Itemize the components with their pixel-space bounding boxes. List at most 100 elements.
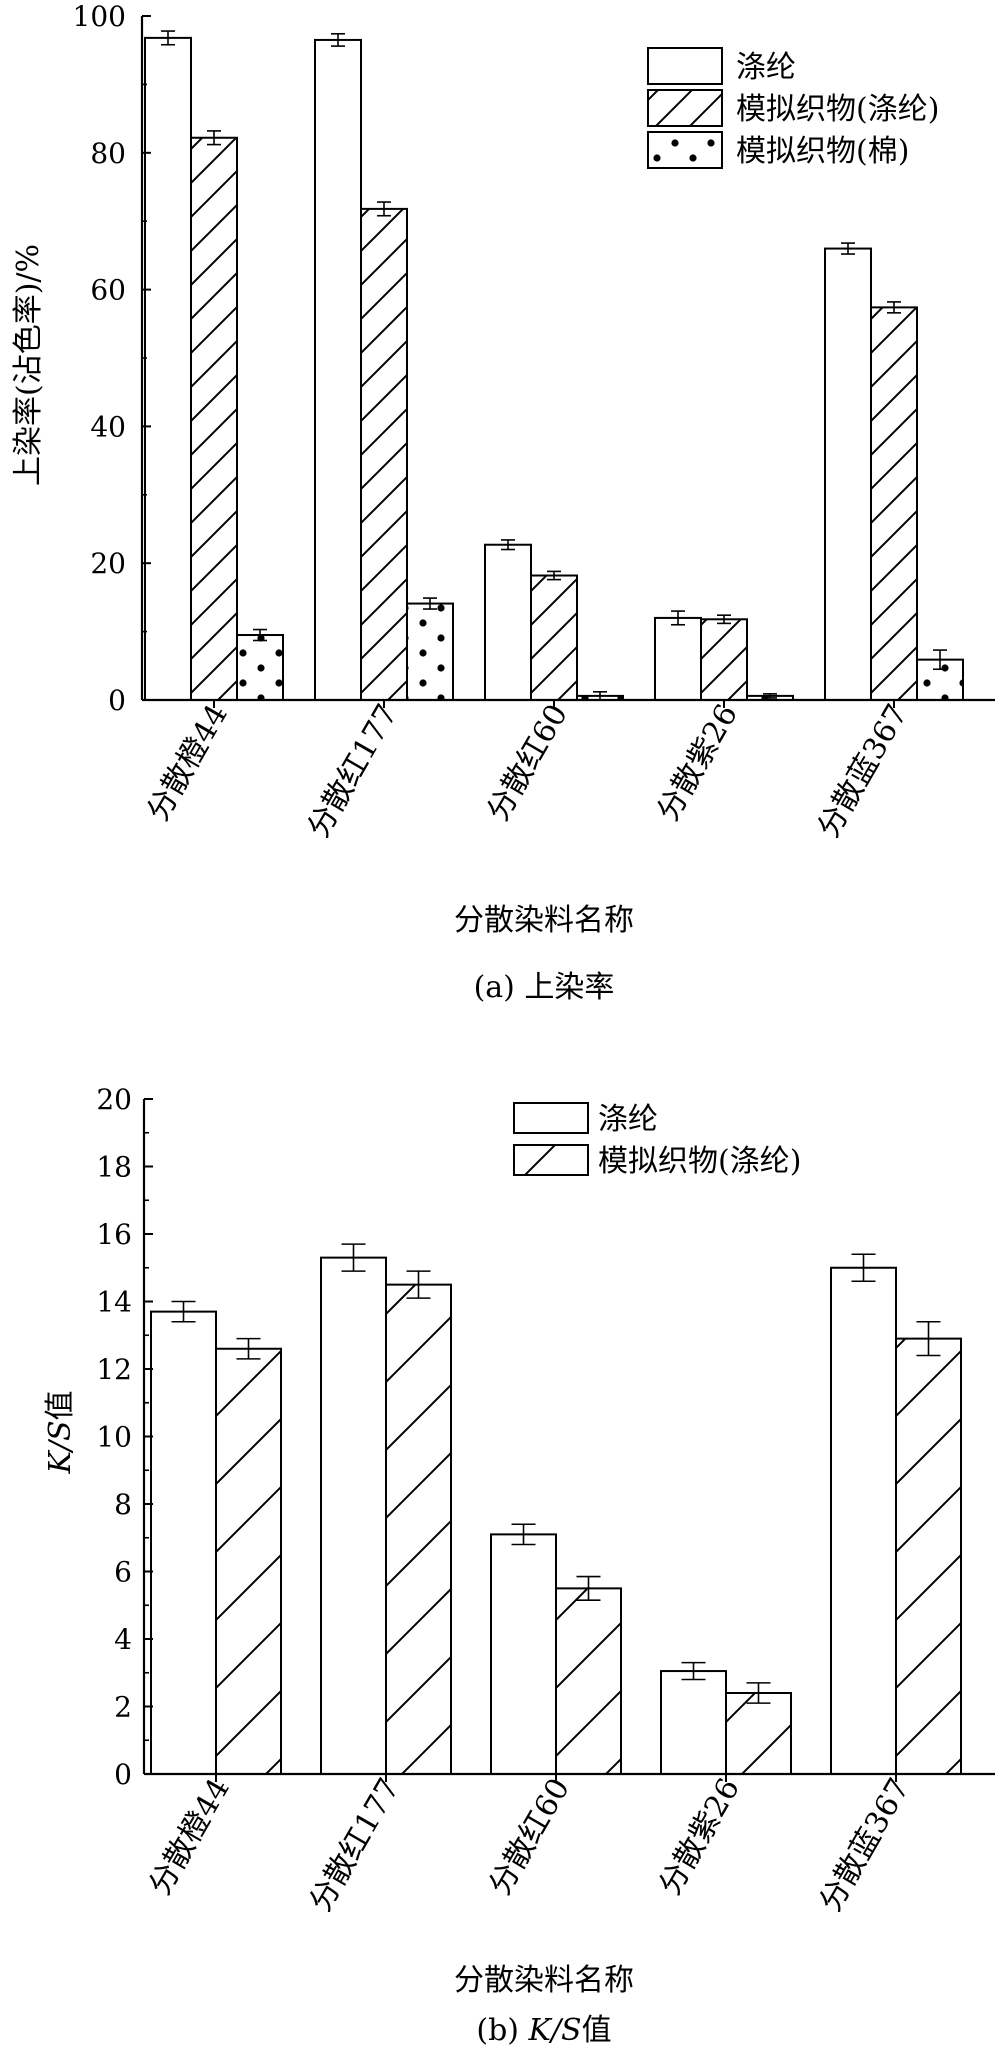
bars-layer bbox=[144, 36, 964, 702]
bar-2-2 bbox=[385, 1283, 452, 1775]
legend-item-1: 涤纶 bbox=[647, 47, 796, 85]
panel-caption: (a) 上染率 bbox=[474, 970, 615, 1005]
y-tick-label: 6 bbox=[114, 1556, 132, 1589]
error-bar-3-2 bbox=[423, 597, 437, 610]
x-axis-label: 分散染料名称 bbox=[454, 1963, 634, 1998]
bar-2-3 bbox=[530, 574, 578, 702]
caption-prefix: (b) bbox=[476, 2013, 528, 2048]
bar-1-2 bbox=[314, 38, 362, 701]
bar-1-5 bbox=[830, 1266, 897, 1775]
y-axis-label: 上染率(沾色率)/% bbox=[11, 244, 46, 486]
bar-2-5 bbox=[870, 306, 918, 701]
error-bar-1-4 bbox=[681, 1661, 706, 1681]
y-axis-label: K/S值 bbox=[43, 1390, 78, 1474]
bar-1-2 bbox=[320, 1256, 387, 1775]
x-tick-label: 分散紫26 bbox=[651, 699, 745, 828]
error-bar-2-5 bbox=[887, 301, 901, 314]
legend-swatch bbox=[647, 131, 723, 169]
error-bar-1-3 bbox=[501, 539, 515, 551]
bar-2-1 bbox=[190, 136, 238, 701]
error-bars-layer bbox=[171, 1243, 941, 1704]
y-tick-label: 8 bbox=[114, 1488, 132, 1521]
caption-italic: K/S bbox=[528, 2013, 582, 2048]
error-bar-1-5 bbox=[851, 1253, 876, 1283]
error-bar-3-5 bbox=[933, 649, 947, 671]
bar-2-4 bbox=[700, 618, 748, 702]
bar-2-3 bbox=[555, 1587, 622, 1775]
bar-3-2 bbox=[406, 602, 454, 702]
legend-label: 模拟织物(涤纶) bbox=[598, 1144, 801, 1179]
y-axis-label-suffix: 值 bbox=[43, 1390, 78, 1420]
error-bar-1-4 bbox=[671, 610, 685, 626]
bar-1-1 bbox=[144, 36, 192, 701]
chart-panel-a: 0 20 40 60 80 100 分散橙44 分散红177 分散红60 分散紫26 分散蓝367… bbox=[11, 0, 995, 1005]
x-tick-label: 分散红60 bbox=[483, 1773, 577, 1902]
caption-suffix: 值 bbox=[582, 2013, 612, 2048]
x-tick-labels: 分散橙44 分散红177 分散红60 分散紫26 分散蓝367 bbox=[143, 1773, 917, 1918]
legend-swatch bbox=[647, 89, 723, 127]
x-tick-label: 分散橙44 bbox=[143, 1773, 237, 1902]
error-bar-2-4 bbox=[717, 614, 731, 625]
panel-caption: (b) K/S值 bbox=[476, 2013, 611, 2048]
y-tick-label: 0 bbox=[114, 1758, 132, 1791]
error-bar-2-1 bbox=[207, 130, 221, 146]
error-bar-2-3 bbox=[547, 570, 561, 581]
bar-1-5 bbox=[824, 247, 872, 701]
y-tick-label: 18 bbox=[96, 1151, 132, 1184]
error-bar-1-1 bbox=[171, 1300, 196, 1323]
x-tick-label: 分散红177 bbox=[301, 699, 405, 844]
bar-2-4 bbox=[725, 1692, 792, 1775]
x-axis-label: 分散染料名称 bbox=[454, 903, 634, 938]
error-bar-3-4 bbox=[763, 693, 777, 699]
error-bar-3-1 bbox=[253, 628, 267, 642]
bar-1-1 bbox=[150, 1310, 217, 1775]
bar-2-1 bbox=[215, 1347, 282, 1775]
y-tick-label: 4 bbox=[114, 1623, 132, 1656]
error-bar-2-4 bbox=[746, 1682, 771, 1704]
y-tick-label: 2 bbox=[114, 1691, 132, 1724]
x-tick-label: 分散蓝367 bbox=[811, 699, 915, 844]
legend-item-2: 模拟织物(涤纶) bbox=[513, 1144, 801, 1179]
legend-label: 模拟织物(涤纶) bbox=[736, 92, 939, 127]
y-tick-label: 0 bbox=[108, 684, 126, 717]
y-tick-label: 16 bbox=[96, 1218, 132, 1251]
error-bar-1-2 bbox=[331, 32, 345, 47]
legend-label: 涤纶 bbox=[736, 50, 796, 85]
error-bar-1-3 bbox=[511, 1523, 536, 1546]
y-axis-label-italic: K/S bbox=[43, 1420, 78, 1474]
y-tick-label: 10 bbox=[96, 1421, 132, 1454]
bar-1-4 bbox=[660, 1670, 727, 1775]
error-bar-1-5 bbox=[841, 242, 855, 255]
bar-2-5 bbox=[895, 1337, 962, 1775]
legend-label: 模拟织物(棉) bbox=[736, 134, 909, 169]
legend-swatch bbox=[513, 1144, 589, 1176]
y-tick-label: 14 bbox=[96, 1286, 132, 1319]
y-ticks: 0 2 4 6 8 10 12 14 16 18 20 bbox=[96, 1083, 153, 1791]
x-tick-label: 分散蓝367 bbox=[813, 1773, 917, 1918]
y-tick-label: 80 bbox=[90, 137, 126, 170]
error-bar-2-3 bbox=[576, 1575, 601, 1601]
error-bar-2-2 bbox=[406, 1270, 431, 1299]
x-tick-label: 分散红60 bbox=[481, 699, 575, 828]
y-tick-label: 100 bbox=[73, 0, 126, 33]
bar-3-1 bbox=[236, 634, 284, 702]
y-tick-label: 12 bbox=[96, 1353, 132, 1386]
legend-swatch bbox=[513, 1102, 589, 1134]
x-tick-label: 分散紫26 bbox=[653, 1773, 747, 1902]
error-bar-2-2 bbox=[377, 201, 391, 217]
error-bars-layer bbox=[161, 30, 947, 701]
bar-2-2 bbox=[360, 207, 408, 701]
legend-swatch bbox=[647, 47, 723, 85]
bar-1-4 bbox=[654, 616, 702, 701]
error-bar-2-1 bbox=[236, 1337, 261, 1360]
legend-item-3: 模拟织物(棉) bbox=[647, 131, 909, 169]
y-tick-label: 60 bbox=[90, 274, 126, 307]
y-tick-label: 20 bbox=[90, 547, 126, 580]
x-tick-label: 分散橙44 bbox=[141, 699, 235, 828]
bar-1-3 bbox=[484, 543, 532, 701]
y-ticks: 0 20 40 60 80 100 bbox=[73, 0, 151, 717]
